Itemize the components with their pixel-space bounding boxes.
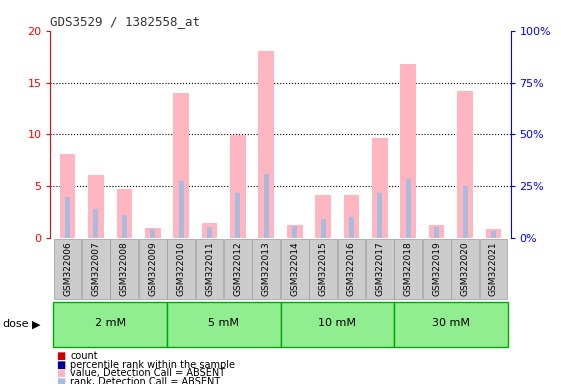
Bar [259, 51, 274, 238]
FancyBboxPatch shape [167, 239, 195, 299]
Bar [178, 181, 183, 238]
Text: GSM322011: GSM322011 [205, 241, 214, 296]
Text: ■: ■ [56, 360, 65, 370]
Text: GSM322016: GSM322016 [347, 241, 356, 296]
FancyBboxPatch shape [111, 239, 138, 299]
FancyBboxPatch shape [451, 239, 479, 299]
Bar [207, 227, 212, 238]
FancyBboxPatch shape [280, 302, 394, 347]
FancyBboxPatch shape [54, 239, 81, 299]
FancyBboxPatch shape [82, 239, 110, 299]
Bar [462, 186, 468, 238]
Bar [173, 93, 189, 238]
Bar [236, 194, 241, 238]
Bar [150, 229, 155, 238]
Bar [287, 225, 302, 238]
Text: ▶: ▶ [32, 319, 40, 329]
FancyBboxPatch shape [139, 239, 167, 299]
FancyBboxPatch shape [366, 239, 394, 299]
FancyBboxPatch shape [394, 302, 508, 347]
FancyBboxPatch shape [423, 239, 450, 299]
Text: GDS3529 / 1382558_at: GDS3529 / 1382558_at [50, 15, 200, 28]
Bar [349, 217, 354, 238]
Text: 2 mM: 2 mM [95, 318, 126, 328]
Text: 30 mM: 30 mM [432, 318, 470, 328]
Text: dose: dose [3, 319, 29, 329]
Bar [378, 194, 383, 238]
Bar [59, 154, 75, 238]
Text: GSM322019: GSM322019 [432, 241, 441, 296]
Text: GSM322014: GSM322014 [290, 241, 299, 296]
Bar [491, 231, 496, 238]
FancyBboxPatch shape [281, 239, 309, 299]
Text: GSM322009: GSM322009 [148, 241, 157, 296]
Bar [429, 225, 444, 238]
FancyBboxPatch shape [224, 239, 252, 299]
Text: GSM322020: GSM322020 [461, 241, 470, 296]
Bar [93, 209, 99, 238]
Bar [320, 219, 325, 238]
Bar [344, 195, 359, 238]
FancyBboxPatch shape [53, 302, 167, 347]
Bar [434, 227, 439, 238]
Bar [401, 64, 416, 238]
FancyBboxPatch shape [480, 239, 507, 299]
Text: GSM322010: GSM322010 [177, 241, 186, 296]
Text: ■: ■ [56, 351, 65, 361]
Text: GSM322018: GSM322018 [404, 241, 413, 296]
Text: percentile rank within the sample: percentile rank within the sample [70, 360, 235, 370]
FancyBboxPatch shape [196, 239, 223, 299]
Bar [406, 179, 411, 238]
Bar [145, 228, 160, 238]
Text: GSM322017: GSM322017 [375, 241, 384, 296]
Bar [264, 174, 269, 238]
Text: ■: ■ [56, 377, 65, 384]
Text: ■: ■ [56, 368, 65, 378]
Text: 10 mM: 10 mM [318, 318, 356, 328]
FancyBboxPatch shape [252, 239, 280, 299]
Bar [202, 223, 217, 238]
Text: GSM322006: GSM322006 [63, 241, 72, 296]
Text: count: count [70, 351, 98, 361]
Bar [88, 175, 104, 238]
Text: 5 mM: 5 mM [208, 318, 239, 328]
Bar [230, 136, 246, 238]
Text: GSM322015: GSM322015 [319, 241, 328, 296]
Bar [65, 197, 70, 238]
Text: value, Detection Call = ABSENT: value, Detection Call = ABSENT [70, 368, 226, 378]
FancyBboxPatch shape [338, 239, 365, 299]
Bar [457, 91, 473, 238]
FancyBboxPatch shape [394, 239, 422, 299]
FancyBboxPatch shape [309, 239, 337, 299]
Bar [372, 137, 388, 238]
Text: GSM322021: GSM322021 [489, 241, 498, 296]
FancyBboxPatch shape [167, 302, 280, 347]
Bar [292, 226, 297, 238]
Bar [486, 229, 502, 238]
Text: GSM322012: GSM322012 [233, 241, 242, 296]
Bar [122, 215, 127, 238]
Text: rank, Detection Call = ABSENT: rank, Detection Call = ABSENT [70, 377, 220, 384]
Bar [117, 189, 132, 238]
Text: GSM322007: GSM322007 [91, 241, 100, 296]
Text: GSM322013: GSM322013 [262, 241, 271, 296]
Bar [315, 195, 331, 238]
Text: GSM322008: GSM322008 [120, 241, 129, 296]
